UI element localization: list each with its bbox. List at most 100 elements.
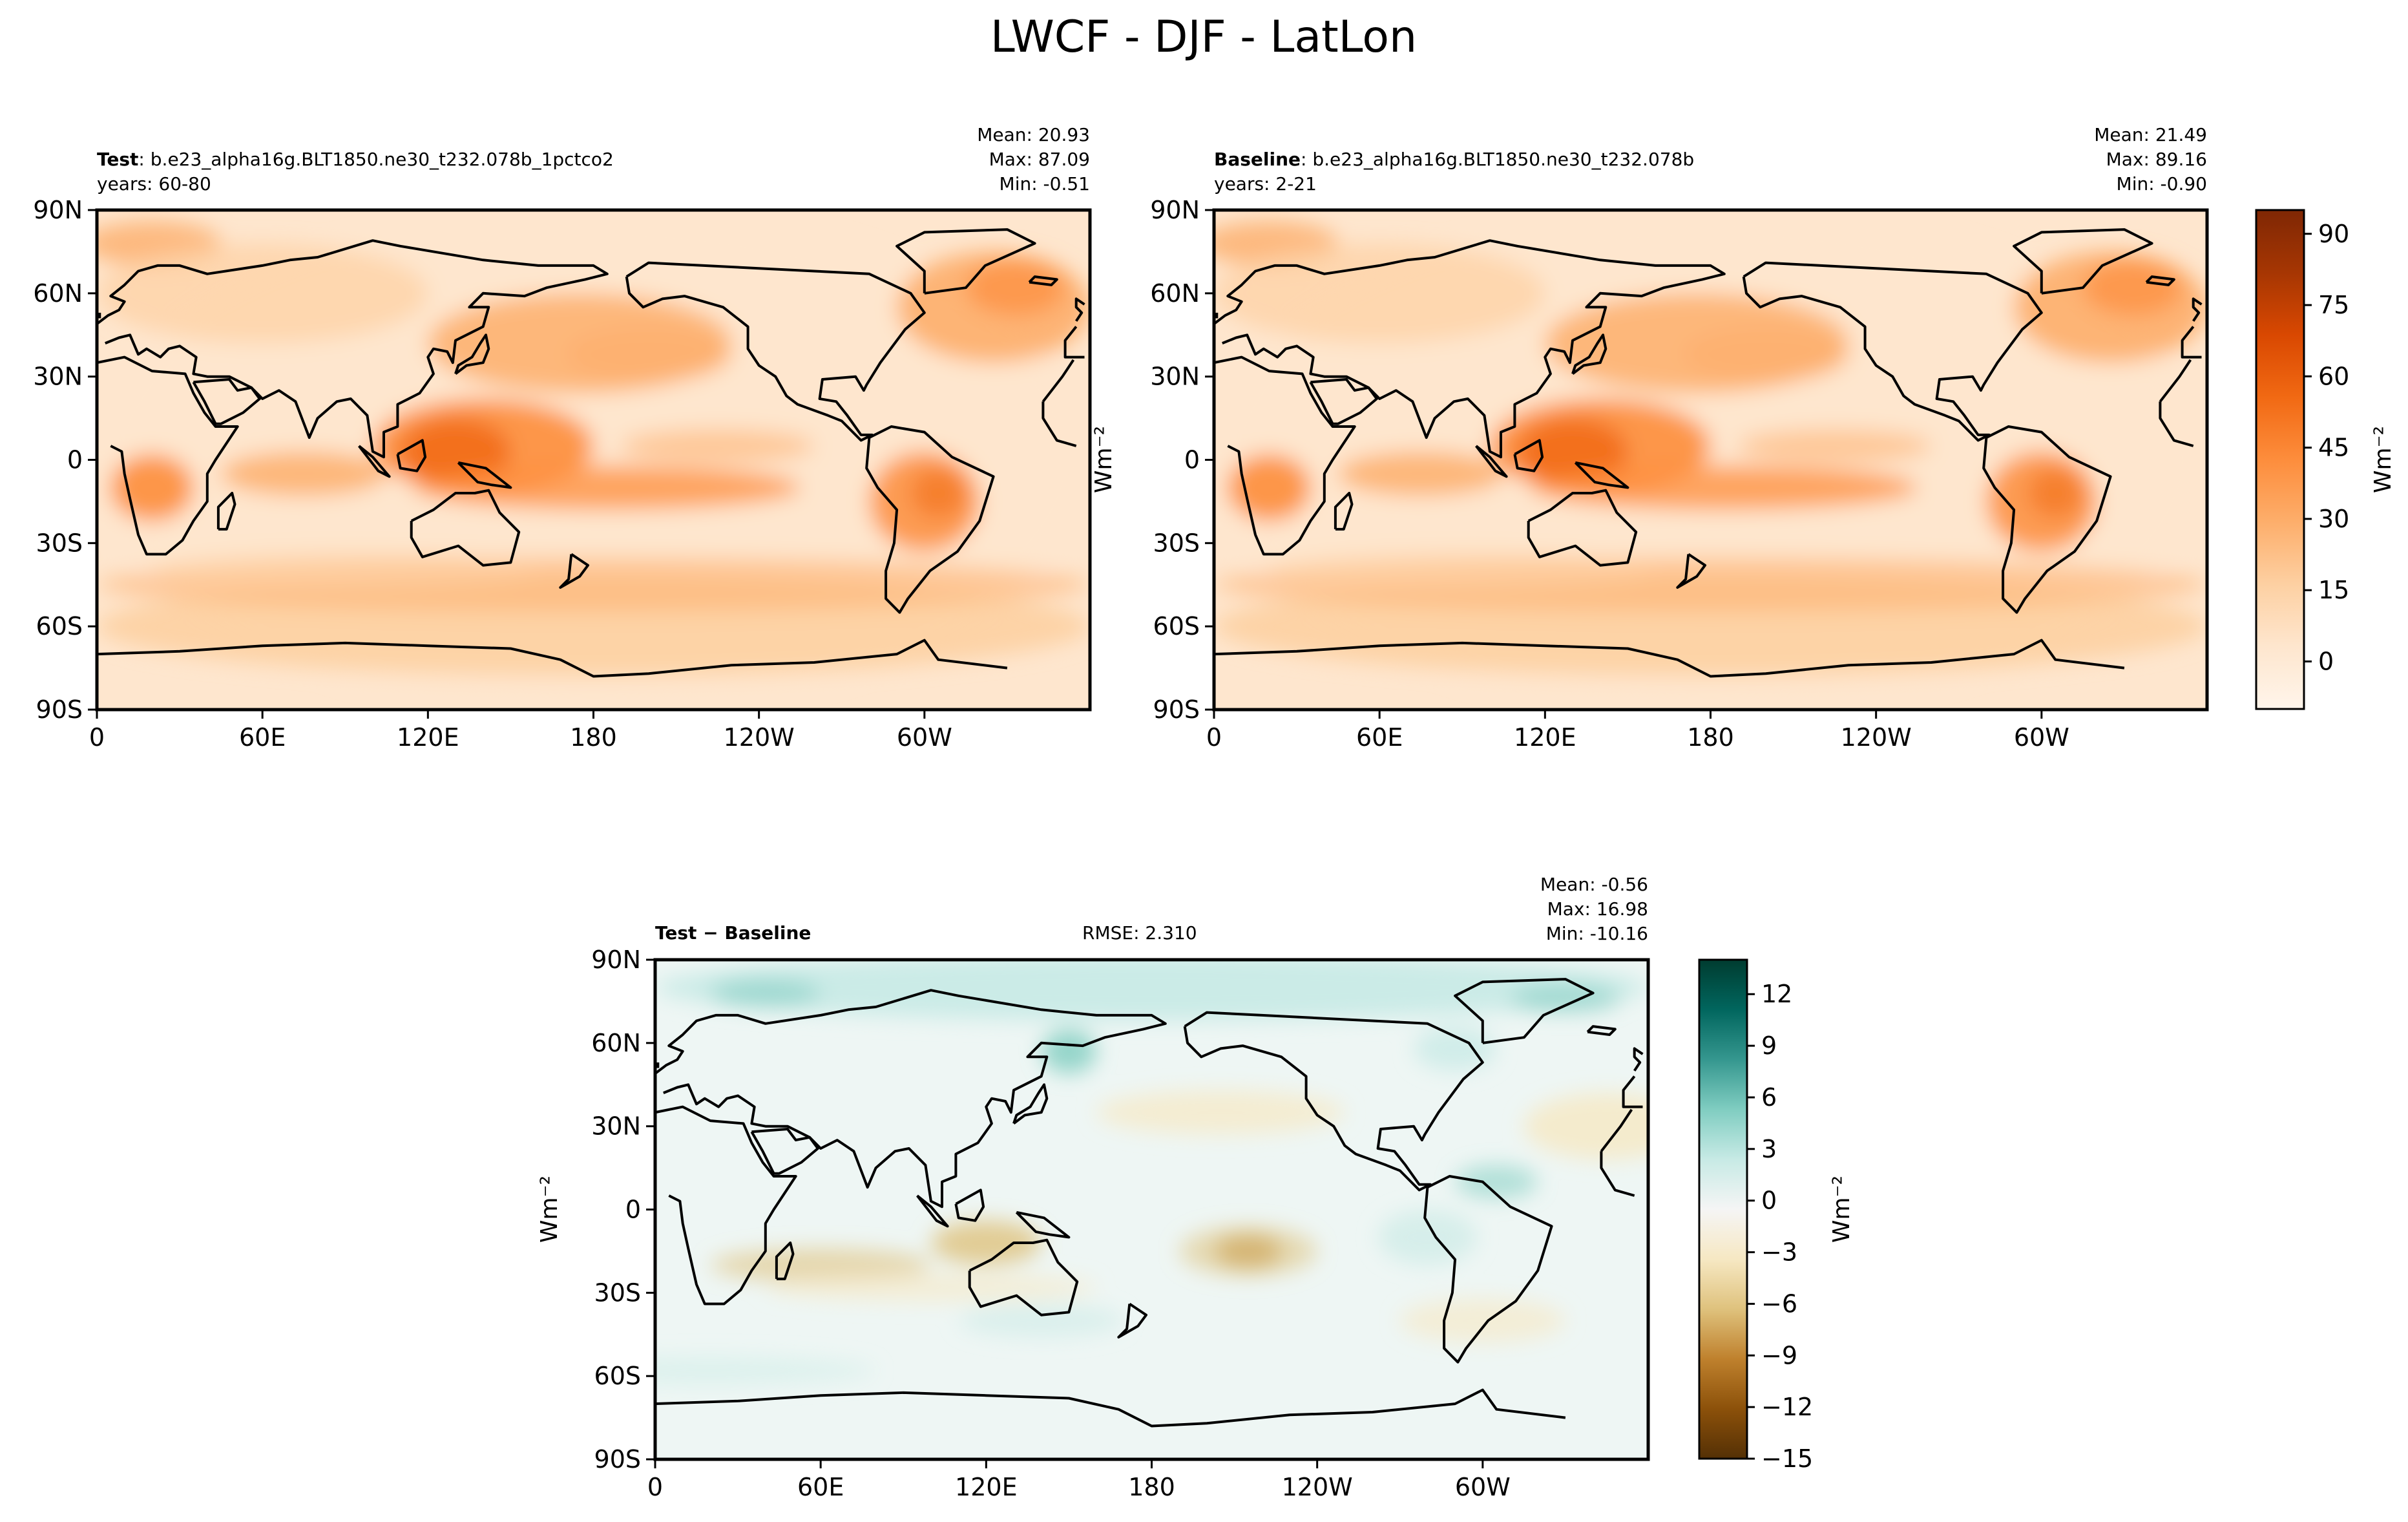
y-tick-label: 90S	[594, 1445, 641, 1474]
field-blob	[958, 1304, 1124, 1338]
coastline	[1742, 261, 2043, 442]
test-colon: :	[138, 149, 151, 170]
field-blob	[1338, 451, 1504, 496]
field-blob	[965, 260, 1065, 316]
oranges-colorbar-label: Wm⁻²	[2370, 426, 2396, 493]
y-tick-label: 30N	[33, 363, 83, 391]
colorbar-tick-label: 12	[1761, 980, 1792, 1008]
coastline	[1042, 401, 1077, 447]
test-label: Test	[97, 149, 139, 170]
colorbar-tick-label: 9	[1761, 1031, 1777, 1060]
y-tick-label: 0	[625, 1196, 641, 1224]
colorbar-tick-label: 0	[2318, 647, 2334, 675]
coastline	[1676, 553, 1706, 589]
y-tick-label: 90N	[1150, 196, 1200, 224]
field-blob	[1682, 326, 1848, 383]
coastline	[1309, 378, 1378, 425]
coastline	[1475, 445, 1508, 478]
difference-rmse: RMSE: 2.310	[1082, 922, 1197, 944]
y-tick-label: 30N	[1150, 363, 1200, 391]
coastline	[1015, 1210, 1071, 1239]
field-blob	[710, 1248, 931, 1282]
colorbar-tick-label: 6	[1761, 1083, 1777, 1112]
coastline	[954, 1189, 985, 1222]
test-coastlines	[97, 228, 1085, 678]
coastline	[1117, 1302, 1147, 1338]
coastline	[895, 228, 1036, 295]
coastline	[750, 1128, 819, 1175]
field-blob	[910, 468, 966, 518]
x-tick-label: 60E	[797, 1473, 844, 1501]
colorbar-tick-label: −12	[1761, 1393, 1813, 1421]
colorbar-tick-label: 3	[1761, 1135, 1777, 1163]
coastline	[1574, 461, 1629, 489]
y-tick-label: 30S	[36, 529, 83, 557]
baseline-panel: 0 60E 120E 180 120W 60W 90N 60N 30N 0 30S 60S 90S	[1150, 196, 2209, 752]
y-tick-label: 0	[1184, 446, 1200, 474]
baseline-axis-ticks: 0 60E 120E 180 120W 60W 90N 60N 30N 0 30S 60S 90S	[1150, 196, 2069, 752]
brbg-colorbar: 12 9 6 3 0 −3 −6 −9 −12 −15 Wm⁻²	[1698, 958, 1855, 1473]
x-tick-label: 60E	[1356, 723, 1403, 752]
x-tick-label: 120W	[724, 723, 795, 752]
coastline	[559, 553, 589, 589]
baseline-mean: Mean: 21.49	[2094, 124, 2207, 145]
coastline	[358, 445, 391, 478]
field-blob	[1414, 1026, 1497, 1071]
x-tick-label: 180	[570, 723, 617, 752]
field-blob	[152, 551, 539, 591]
difference-min: Min: -10.16	[1545, 923, 1648, 944]
field-blob	[565, 326, 731, 383]
baseline-header-left: Baseline: b.e23_alpha16g.BLT1850.ne30_t2…	[1214, 147, 1694, 196]
test-min: Min: -0.51	[999, 173, 1090, 195]
field-blob	[655, 960, 1648, 1021]
difference-stats: Mean: -0.56 Max: 16.98 Min: -10.16	[1540, 872, 1648, 946]
baseline-coastlines	[1214, 228, 2203, 678]
field-blob	[1738, 429, 1932, 463]
test-header-left: Test: b.e23_alpha16g.BLT1850.ne30_t232.0…	[97, 147, 614, 196]
field-blob	[655, 1357, 876, 1385]
difference-axis-ticks: 0 60E 120E 180 120W 60W 90N 60N 30N 0 30S 60S 90S	[591, 946, 1511, 1501]
x-tick-label: 180	[1128, 1473, 1175, 1501]
coastline	[1423, 1175, 1553, 1364]
colorbar-tick-label: 90	[2318, 220, 2349, 248]
coastline	[1042, 359, 1075, 403]
field-blob	[1399, 1298, 1565, 1343]
colorbar-tick-label: −15	[1761, 1444, 1813, 1473]
y-tick-label: 30S	[594, 1278, 641, 1307]
x-tick-label: 120W	[1282, 1473, 1353, 1501]
baseline-min: Min: -0.90	[2116, 173, 2207, 195]
coastline	[2192, 297, 2203, 322]
field-blob	[1041, 1029, 1097, 1074]
field-blob	[930, 1220, 1042, 1265]
y-tick-label: 60N	[33, 279, 83, 308]
difference-panel: 0 60E 120E 180 120W 60W 90N 60N 30N 0 30S 60S 90S	[591, 946, 1650, 1501]
coastline	[968, 1238, 1079, 1316]
y-tick-label: 30S	[1153, 529, 1200, 557]
baseline-years-prefix: years:	[1214, 173, 1276, 195]
field-blob	[97, 243, 428, 344]
field-blob	[1523, 1093, 1648, 1160]
coastline	[1571, 333, 1607, 375]
coastline	[97, 639, 1008, 678]
colorbar-tick-label: 0	[1761, 1187, 1777, 1215]
difference-map-background	[655, 960, 1648, 1459]
coastline	[1622, 1075, 1643, 1108]
colorbar-tick-label: 45	[2318, 434, 2349, 462]
coastline	[655, 1105, 797, 1305]
coastline	[1214, 639, 2125, 678]
coastline	[454, 333, 490, 375]
x-tick-label: 180	[1687, 723, 1734, 752]
coastline	[1982, 425, 2112, 614]
coastline	[1586, 1025, 1617, 1036]
brbg-colorbar-ticks: 12 9 6 3 0 −3 −6 −9 −12 −15	[1747, 980, 1813, 1473]
coastline	[410, 489, 521, 567]
field-blob	[2082, 260, 2183, 316]
coastline	[1028, 275, 1058, 286]
field-blob	[1096, 1090, 1345, 1135]
oranges-colorbar-fill	[2255, 209, 2305, 710]
y-tick-label: 90N	[33, 196, 83, 224]
field-blob	[621, 429, 815, 463]
coastline	[2159, 359, 2192, 403]
y-tick-label: 60S	[36, 612, 83, 640]
